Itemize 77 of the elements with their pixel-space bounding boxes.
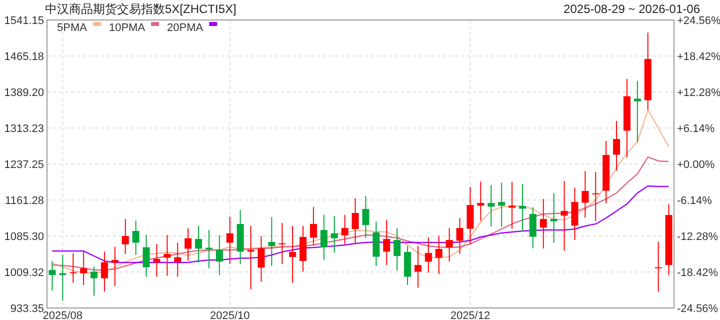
candlestick xyxy=(477,181,484,222)
y2-tick-label: +12.28% xyxy=(677,87,720,99)
candlestick xyxy=(184,228,192,262)
candlestick xyxy=(132,220,140,256)
x-tick-label: 2025/08 xyxy=(42,310,83,320)
candlestick xyxy=(488,184,495,228)
candlestick xyxy=(435,236,442,274)
candlestick xyxy=(205,229,212,269)
candlestick xyxy=(383,219,390,266)
y2-tick-label: -24.56% xyxy=(677,303,718,315)
candlestick xyxy=(446,227,453,262)
y-tick-label: 1085.30 xyxy=(4,231,44,243)
candlestick xyxy=(122,218,129,255)
y2-tick-label: +6.14% xyxy=(677,123,715,135)
y-tick-label: 1313.23 xyxy=(4,123,44,135)
y2-tick-label: -18.42% xyxy=(677,267,718,279)
candlestick xyxy=(550,192,558,244)
candlestick xyxy=(320,214,328,260)
legend-label: 20PMA xyxy=(167,22,204,34)
candlestick xyxy=(529,206,536,249)
candlestick xyxy=(592,171,600,222)
candlestick xyxy=(582,170,589,218)
candlestick xyxy=(289,226,296,284)
candlestick xyxy=(330,216,338,254)
candlestick xyxy=(164,234,171,276)
candlestick xyxy=(216,234,223,276)
y-tick-label: 1161.28 xyxy=(5,195,44,207)
candlestick xyxy=(195,226,202,264)
chart-subtitle: 2025-08-29 ~ 2026-01-06 xyxy=(564,2,700,16)
legend-label: 10PMA xyxy=(108,22,146,34)
candlestick xyxy=(258,236,265,282)
candlestick xyxy=(352,198,359,244)
chart-title: 中汉商品期货交易指数5X[ZHCTI5X] xyxy=(45,2,236,16)
y-tick-label: 1389.20 xyxy=(4,87,44,99)
candlestick xyxy=(424,236,432,274)
y-tick-label: 1541.15 xyxy=(4,15,44,27)
candlestick xyxy=(310,206,317,246)
candlestick xyxy=(362,196,370,238)
candlestick xyxy=(268,216,276,266)
candlestick xyxy=(498,182,506,228)
candlestick xyxy=(394,228,401,272)
candlestick xyxy=(278,222,286,265)
y-tick-label: 1465.18 xyxy=(4,51,44,63)
candlestick xyxy=(456,217,464,255)
candlestick xyxy=(613,120,620,172)
candlestick xyxy=(414,246,422,288)
candlestick xyxy=(540,198,547,250)
candlestick xyxy=(634,80,641,143)
x-tick-label: 2025/12 xyxy=(450,310,490,320)
candlestick xyxy=(226,216,234,265)
y2-tick-label: -12.28% xyxy=(677,231,718,243)
y-tick-label: 1009.32 xyxy=(4,267,44,279)
candlestick xyxy=(571,187,578,240)
candlestick xyxy=(153,244,160,278)
candlestick xyxy=(518,183,526,232)
candlestick xyxy=(48,260,56,292)
candlestick xyxy=(70,252,77,284)
y-tick-label: 933.35 xyxy=(10,303,44,315)
y2-tick-label: +24.56% xyxy=(677,15,720,27)
candlestick xyxy=(174,242,182,278)
y2-tick-label: +0.00% xyxy=(677,159,715,171)
candlestick xyxy=(508,181,516,230)
candlestick xyxy=(300,226,307,272)
candlestick xyxy=(560,180,568,252)
candlestick xyxy=(100,251,108,292)
y-tick-label: 1237.25 xyxy=(4,159,44,171)
y2-tick-label: -6.14% xyxy=(677,195,712,207)
candlestick xyxy=(142,234,150,278)
x-tick-label: 2025/10 xyxy=(210,310,250,320)
y2-tick-label: +18.42% xyxy=(677,51,720,63)
candlestick xyxy=(111,246,118,286)
candlestick xyxy=(341,214,348,245)
candlestick xyxy=(466,186,474,245)
legend-label: 5PMA xyxy=(57,22,88,34)
candlestick xyxy=(654,241,662,292)
candlestick xyxy=(90,266,98,296)
candlestick xyxy=(80,250,88,286)
